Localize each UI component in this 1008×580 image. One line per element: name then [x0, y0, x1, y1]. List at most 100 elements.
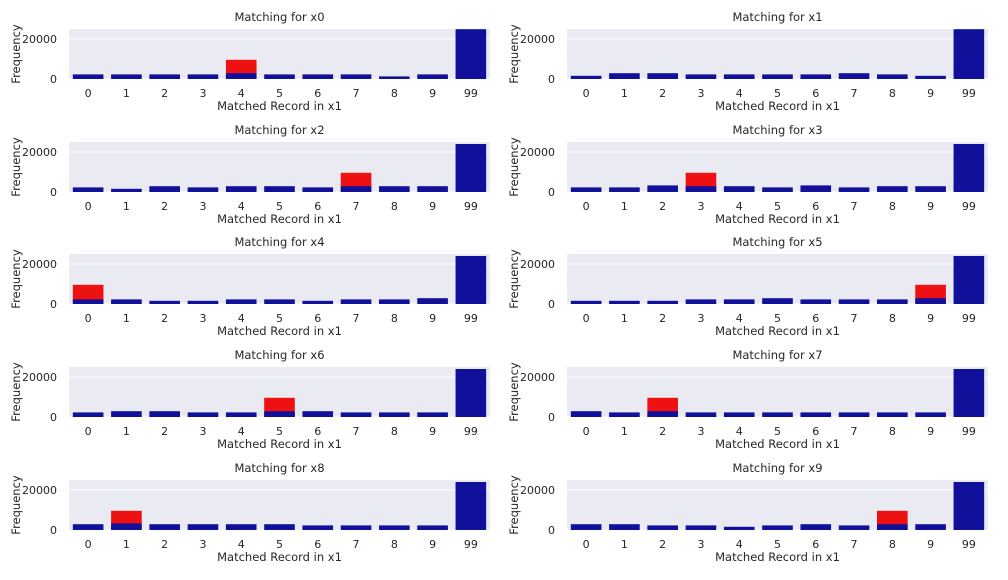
bar-0-matched [72, 284, 104, 304]
bar-6 [302, 300, 334, 304]
x-tick-label: 0 [583, 538, 590, 551]
x-tick-label: 1 [123, 312, 130, 325]
bar-5 [264, 74, 295, 79]
bar-5 [264, 186, 295, 192]
bar-4 [225, 412, 257, 417]
bar-9 [417, 298, 448, 304]
x-tick-label: 7 [353, 87, 360, 100]
x-tick-label: 4 [736, 200, 743, 213]
bar-8 [379, 412, 410, 417]
bar-9 [915, 298, 946, 304]
bar-9 [417, 74, 448, 79]
bar-1 [111, 523, 142, 530]
x-axis-label: Matched Record in x1 [217, 324, 342, 338]
bar-9 [915, 524, 946, 530]
y-axis-label: Frequency [9, 249, 23, 309]
x-tick-label: 9 [429, 87, 436, 100]
x-tick-label: 99 [464, 87, 478, 100]
x-axis-label: Matched Record in x1 [715, 324, 840, 338]
bar-99 [953, 256, 985, 304]
bar-0 [72, 187, 104, 192]
x-tick-label: 0 [583, 425, 590, 438]
y-tick-label: 20000 [520, 146, 555, 159]
x-tick-label: 5 [774, 425, 781, 438]
bar-9 [417, 186, 448, 192]
x-tick-label: 4 [238, 87, 245, 100]
x-tick-label: 7 [851, 425, 858, 438]
x-tick-label: 0 [85, 312, 92, 325]
y-tick-label: 0 [50, 298, 57, 311]
bar-3 [685, 299, 717, 304]
x-tick-label: 5 [774, 200, 781, 213]
x-tick-label: 1 [621, 538, 628, 551]
chart-title: Matching for x1 [732, 10, 822, 24]
bar-8 [379, 186, 410, 192]
y-tick-label: 20000 [520, 258, 555, 271]
y-tick-label: 0 [548, 411, 555, 424]
bar-3 [685, 412, 717, 417]
bar-7 [340, 74, 372, 79]
x-tick-label: 5 [276, 200, 283, 213]
y-tick-label: 0 [50, 186, 57, 199]
x-tick-label: 7 [353, 312, 360, 325]
x-tick-label: 99 [464, 538, 478, 551]
x-axis-label: Matched Record in x1 [217, 99, 342, 113]
x-tick-label: 5 [774, 87, 781, 100]
x-tick-label: 8 [889, 425, 896, 438]
x-tick-label: 5 [276, 425, 283, 438]
x-tick-label: 6 [314, 538, 321, 551]
x-tick-label: 2 [161, 87, 168, 100]
x-tick-label: 7 [851, 87, 858, 100]
plot-area [567, 367, 988, 417]
x-tick-label: 99 [962, 312, 976, 325]
plot-area [567, 142, 988, 192]
x-tick-label: 3 [199, 538, 206, 551]
x-tick-label: 0 [85, 538, 92, 551]
x-tick-label: 3 [199, 200, 206, 213]
x-tick-label: 99 [464, 425, 478, 438]
bar-99 [455, 29, 487, 79]
y-tick-label: 20000 [520, 33, 555, 46]
bar-2 [647, 525, 678, 530]
bar-8 [877, 524, 908, 530]
bar-4 [723, 74, 755, 79]
y-axis-label: Frequency [9, 137, 23, 197]
chart-title: Matching for x6 [234, 348, 324, 362]
bar-7 [838, 73, 870, 79]
x-axis-label: Matched Record in x1 [217, 212, 342, 226]
x-tick-label: 99 [962, 538, 976, 551]
bar-7 [838, 299, 870, 304]
bar-8 [877, 299, 908, 304]
y-axis-label: Frequency [507, 362, 521, 422]
x-tick-label: 1 [123, 425, 130, 438]
x-tick-label: 6 [314, 312, 321, 325]
x-tick-label: 6 [314, 425, 321, 438]
bar-6 [800, 74, 832, 79]
bar-9 [915, 186, 946, 192]
bar-9 [417, 412, 448, 417]
x-tick-label: 4 [736, 87, 743, 100]
x-tick-label: 4 [238, 312, 245, 325]
x-tick-label: 99 [464, 200, 478, 213]
bar-2 [647, 73, 678, 79]
y-tick-label: 20000 [22, 371, 57, 384]
bar-8 [877, 74, 908, 79]
bar-3 [685, 74, 717, 79]
bar-4 [225, 299, 257, 304]
bar-7 [340, 525, 372, 530]
x-tick-label: 7 [851, 312, 858, 325]
x-tick-label: 6 [812, 312, 819, 325]
bar-2 [149, 411, 180, 417]
x-tick-label: 0 [85, 200, 92, 213]
bar-5 [762, 187, 793, 192]
y-tick-label: 20000 [520, 371, 555, 384]
bar-2 [149, 300, 180, 304]
x-tick-label: 8 [889, 87, 896, 100]
x-tick-label: 4 [736, 538, 743, 551]
bar-4 [723, 186, 755, 192]
x-tick-label: 2 [161, 425, 168, 438]
bar-7 [838, 187, 870, 192]
